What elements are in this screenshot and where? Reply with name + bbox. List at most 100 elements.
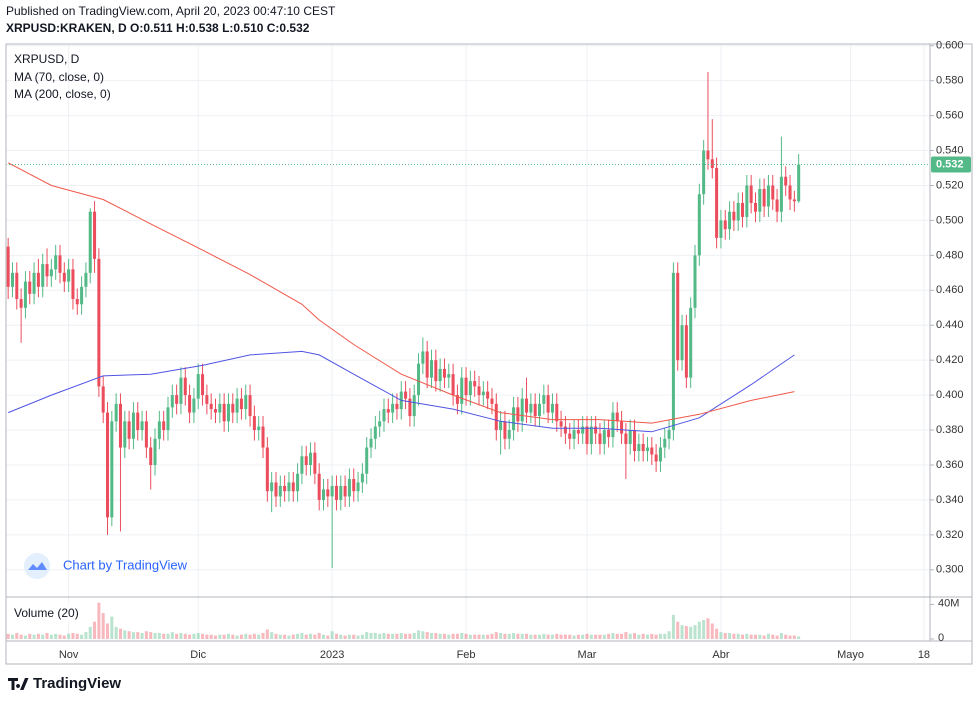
volume-bar (261, 632, 265, 639)
volume-bar (373, 632, 377, 639)
volume-bar (41, 634, 45, 639)
volume-bar (343, 635, 347, 639)
candle-body (88, 211, 92, 273)
grid (6, 44, 930, 640)
candle-body (434, 360, 438, 382)
watermark-icon (28, 562, 47, 570)
candle-body (67, 269, 71, 282)
candle-body (788, 185, 792, 200)
candle-body (270, 482, 274, 492)
volume-bar (654, 634, 658, 639)
volume-bar (658, 633, 662, 639)
y-tick-label: 0.320 (936, 529, 964, 541)
candle-body (581, 426, 585, 434)
candle-body (226, 403, 230, 422)
volume-bar (231, 634, 235, 639)
candle-body (369, 438, 373, 448)
volume-bar (140, 632, 144, 639)
candle-body (412, 395, 416, 417)
volume-bar (248, 634, 252, 639)
volume-bar (45, 632, 49, 639)
candle-body (719, 220, 723, 238)
volume-bar (572, 635, 576, 639)
candle-body (304, 456, 308, 465)
volume-label-box (8, 604, 86, 622)
candle-body (529, 403, 533, 413)
candle-body (641, 444, 645, 452)
x-tick-label: Abr (712, 649, 729, 661)
volume-bar (667, 631, 671, 639)
volume-bar (663, 633, 667, 639)
candle-body (123, 421, 127, 448)
volume-bar (624, 632, 628, 639)
y-tick-label: 0.380 (936, 424, 964, 436)
volume-bar (589, 634, 593, 639)
volume-bar (192, 633, 196, 639)
candle-body (157, 421, 161, 439)
volume-bar (494, 632, 498, 639)
volume-bar (451, 633, 455, 639)
volume-bar (144, 631, 148, 639)
watermark[interactable]: Chart by TradingView (63, 557, 188, 572)
volume-bar (101, 613, 105, 639)
candle-body (179, 377, 183, 404)
volume-bar (296, 633, 300, 639)
candle-body (460, 377, 464, 404)
candle-body (93, 211, 97, 259)
volume-bar (75, 633, 79, 639)
volume-bar (222, 634, 226, 639)
volume-bar (576, 634, 580, 639)
footer[interactable]: TradingView (33, 675, 121, 692)
candle-body (473, 381, 477, 387)
candle-body (728, 211, 732, 230)
candle-body (607, 430, 611, 438)
legend-entry: MA (200, close, 0) (14, 87, 111, 101)
x-tick-label: Feb (457, 649, 476, 661)
volume-bar (218, 634, 222, 639)
volume-bar (304, 634, 308, 639)
candle-body (615, 412, 619, 422)
candle-body (706, 150, 710, 160)
volume-bar (19, 634, 23, 639)
volume-bar (425, 632, 429, 639)
y-tick-label: 0.580 (936, 75, 964, 87)
volume-bar (201, 633, 205, 639)
volume-bar (283, 634, 287, 639)
volume-bar (555, 633, 559, 639)
volume-bar (162, 633, 166, 639)
volume-bar (438, 633, 442, 639)
candle-body (15, 272, 19, 300)
volume-bar (542, 633, 546, 639)
volume-bar (114, 626, 118, 639)
volume-bar (499, 632, 503, 639)
candle-body (658, 447, 662, 462)
volume-bar (559, 634, 563, 639)
candle-body (516, 407, 520, 422)
volume-bar (365, 632, 369, 639)
candle-body (404, 391, 408, 399)
candle-body (715, 168, 719, 238)
volume-bar (257, 634, 261, 639)
candle-body (408, 398, 412, 417)
volume-bar (645, 634, 649, 639)
volume-bar (771, 634, 775, 639)
candle-body (438, 368, 442, 382)
volume-bar (585, 633, 589, 639)
volume-bar (334, 633, 338, 639)
candle-body (23, 281, 27, 308)
volume-bar (118, 628, 122, 639)
volume-bar (157, 632, 161, 639)
candle-body (512, 407, 516, 431)
candle-body (313, 452, 317, 474)
plot (6, 71, 930, 639)
volume-bar (468, 634, 472, 639)
candle-body (589, 426, 593, 445)
candle-body (568, 433, 572, 439)
candle-body (421, 351, 425, 364)
volume-bar (97, 602, 101, 639)
volume-bar (516, 633, 520, 639)
y-tick-label: 0.600 (936, 40, 964, 52)
volume-bar (723, 632, 727, 639)
candle-body (650, 447, 654, 455)
volume-bar (533, 634, 537, 639)
